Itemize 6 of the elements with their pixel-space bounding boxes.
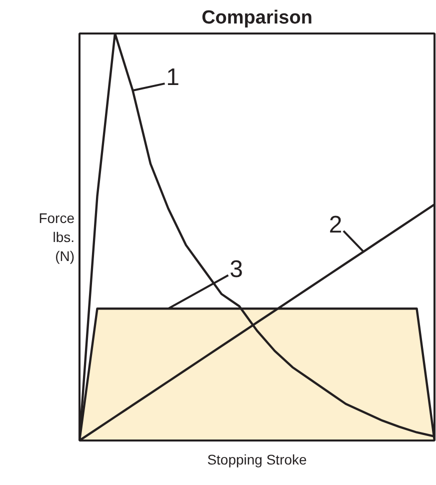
series-label: 3 (230, 256, 243, 283)
series-label: 2 (328, 211, 342, 238)
legend-label: 1 (166, 64, 180, 92)
x-axis-title: Stopping Stroke (207, 452, 308, 468)
y-axis-title: Force lbs. (N) (38, 210, 75, 264)
chart-title: Comparison (202, 8, 312, 28)
